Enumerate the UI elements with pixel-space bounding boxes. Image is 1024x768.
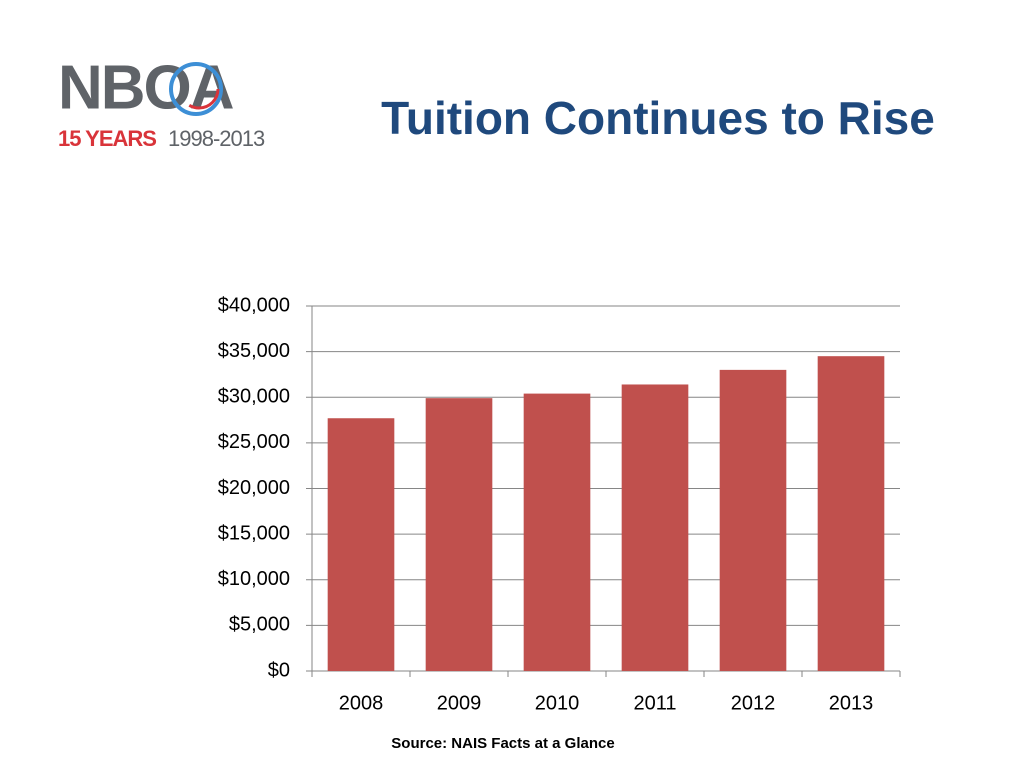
- bar: [327, 418, 395, 671]
- x-tick-label: 2008: [339, 692, 384, 714]
- y-tick-label: $35,000: [218, 340, 290, 362]
- y-tick-label: $10,000: [218, 568, 290, 590]
- y-tick-label: $5,000: [229, 614, 290, 636]
- x-tick-label: 2011: [633, 692, 676, 714]
- bar: [523, 393, 591, 671]
- y-tick-label: $20,000: [218, 477, 290, 499]
- x-tick-label: 2013: [829, 692, 874, 714]
- bar: [817, 356, 885, 671]
- y-tick-label: $25,000: [218, 431, 290, 453]
- y-tick-label: $30,000: [218, 386, 290, 408]
- bar: [425, 398, 493, 671]
- bar: [719, 369, 787, 671]
- logo: NBOA 15 YEARS 1998-2013: [58, 53, 266, 151]
- logo-years: 15 YEARS: [58, 126, 156, 151]
- logo-ring: [169, 62, 223, 116]
- y-tick-label: $15,000: [218, 522, 290, 544]
- x-tick-label: 2012: [731, 692, 776, 714]
- x-tick-label: 2010: [535, 692, 580, 714]
- logo-ring: [178, 68, 220, 110]
- y-tick-label: $0: [268, 659, 290, 681]
- x-tick-label: 2009: [437, 692, 482, 714]
- bar: [621, 384, 689, 671]
- slide-title: Tuition Continues to Rise: [381, 92, 935, 144]
- y-tick-label: $40,000: [218, 294, 290, 316]
- logo-span: 1998-2013: [168, 126, 265, 151]
- source-note: Source: NAIS Facts at a Glance: [391, 735, 614, 752]
